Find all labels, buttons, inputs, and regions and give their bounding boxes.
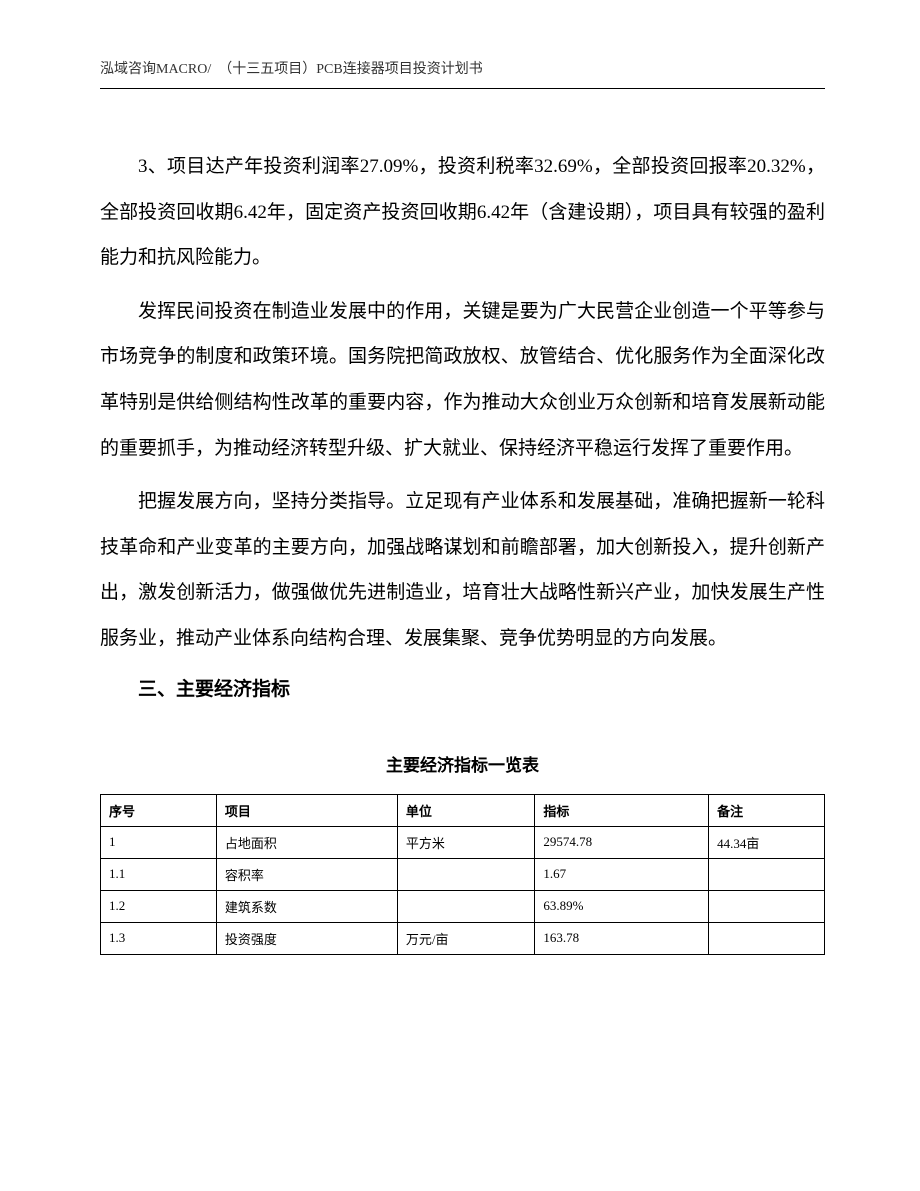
cell: 容积率	[216, 858, 397, 890]
cell: 1.2	[101, 890, 217, 922]
cell: 1.1	[101, 858, 217, 890]
cell: 1.3	[101, 922, 217, 954]
table-row: 1 占地面积 平方米 29574.78 44.34亩	[101, 826, 825, 858]
col-header-seq: 序号	[101, 794, 217, 826]
cell: 1.67	[535, 858, 709, 890]
cell: 29574.78	[535, 826, 709, 858]
col-header-item: 项目	[216, 794, 397, 826]
cell: 万元/亩	[397, 922, 535, 954]
table-header-row: 序号 项目 单位 指标 备注	[101, 794, 825, 826]
col-header-unit: 单位	[397, 794, 535, 826]
cell: 163.78	[535, 922, 709, 954]
cell: 平方米	[397, 826, 535, 858]
cell: 63.89%	[535, 890, 709, 922]
table-title: 主要经济指标一览表	[100, 751, 825, 776]
cell: 建筑系数	[216, 890, 397, 922]
indicators-table: 序号 项目 单位 指标 备注 1 占地面积 平方米 29574.78 44.34…	[100, 794, 825, 955]
cell: 占地面积	[216, 826, 397, 858]
cell: 投资强度	[216, 922, 397, 954]
section-heading: 三、主要经济指标	[100, 674, 825, 701]
paragraph-1: 3、项目达产年投资利润率27.09%，投资利税率32.69%，全部投资回报率20…	[100, 144, 825, 281]
table-row: 1.3 投资强度 万元/亩 163.78	[101, 922, 825, 954]
cell	[397, 890, 535, 922]
col-header-indicator: 指标	[535, 794, 709, 826]
cell	[709, 858, 825, 890]
table-row: 1.2 建筑系数 63.89%	[101, 890, 825, 922]
table-row: 1.1 容积率 1.67	[101, 858, 825, 890]
page-header: 泓域咨询MACRO/ （十三五项目）PCB连接器项目投资计划书	[100, 58, 825, 78]
col-header-remark: 备注	[709, 794, 825, 826]
paragraph-3: 把握发展方向，坚持分类指导。立足现有产业体系和发展基础，准确把握新一轮科技革命和…	[100, 479, 825, 661]
cell	[397, 858, 535, 890]
header-text: 泓域咨询MACRO/ （十三五项目）PCB连接器项目投资计划书	[100, 62, 483, 77]
header-divider	[100, 88, 825, 89]
cell	[709, 890, 825, 922]
paragraph-2: 发挥民间投资在制造业发展中的作用，关键是要为广大民营企业创造一个平等参与市场竞争…	[100, 289, 825, 471]
cell	[709, 922, 825, 954]
cell: 44.34亩	[709, 826, 825, 858]
cell: 1	[101, 826, 217, 858]
